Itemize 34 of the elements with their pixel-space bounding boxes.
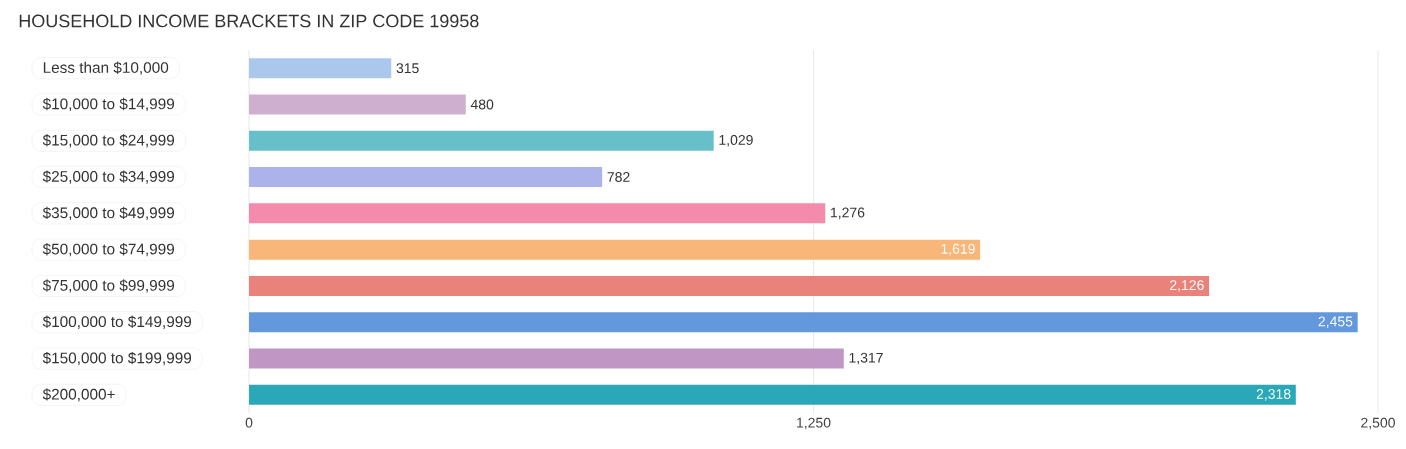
- data-label: 1,276: [831, 207, 865, 220]
- data-label: 1,317: [849, 352, 883, 365]
- bar: [249, 384, 1296, 405]
- data-label: 2,126: [1170, 280, 1204, 292]
- bar: [249, 94, 466, 115]
- data-label: 2,455: [1318, 316, 1353, 329]
- bar: [249, 58, 392, 79]
- y-tick-label: $50,000 to $74,999: [42, 242, 175, 257]
- bar: [249, 203, 826, 224]
- y-tick-label: $100,000 to $149,999: [42, 315, 192, 329]
- y-tick-label: $150,000 to $199,999: [42, 351, 192, 366]
- bar: [249, 312, 1358, 333]
- y-tick-label: $10,000 to $14,999: [42, 97, 175, 112]
- bar: [249, 239, 981, 260]
- chart-title: HOUSEHOLD INCOME BRACKETS IN ZIP CODE 19958: [19, 14, 479, 28]
- y-tick-label: $15,000 to $24,999: [42, 134, 175, 148]
- y-tick-label: $25,000 to $34,999: [42, 170, 175, 184]
- x-tick-label: 2,500: [1361, 417, 1395, 430]
- y-tick-label: $35,000 to $49,999: [42, 206, 175, 220]
- bar: [249, 348, 844, 369]
- data-label: 2,318: [1256, 389, 1291, 401]
- y-tick-label: $200,000+: [42, 388, 115, 402]
- bar: [249, 275, 1210, 296]
- y-tick-label: $75,000 to $99,999: [42, 279, 175, 293]
- x-tick-label: 0: [245, 417, 253, 428]
- data-label: 1,029: [719, 134, 753, 147]
- data-label: 315: [396, 63, 419, 74]
- data-label: 480: [470, 99, 494, 110]
- data-label: 1,619: [941, 243, 975, 256]
- bar: [249, 130, 714, 151]
- data-label: 782: [607, 172, 630, 183]
- x-tick-label: 1,250: [797, 417, 831, 430]
- bar: [249, 167, 603, 188]
- y-tick-label: Less than $10,000: [43, 61, 169, 75]
